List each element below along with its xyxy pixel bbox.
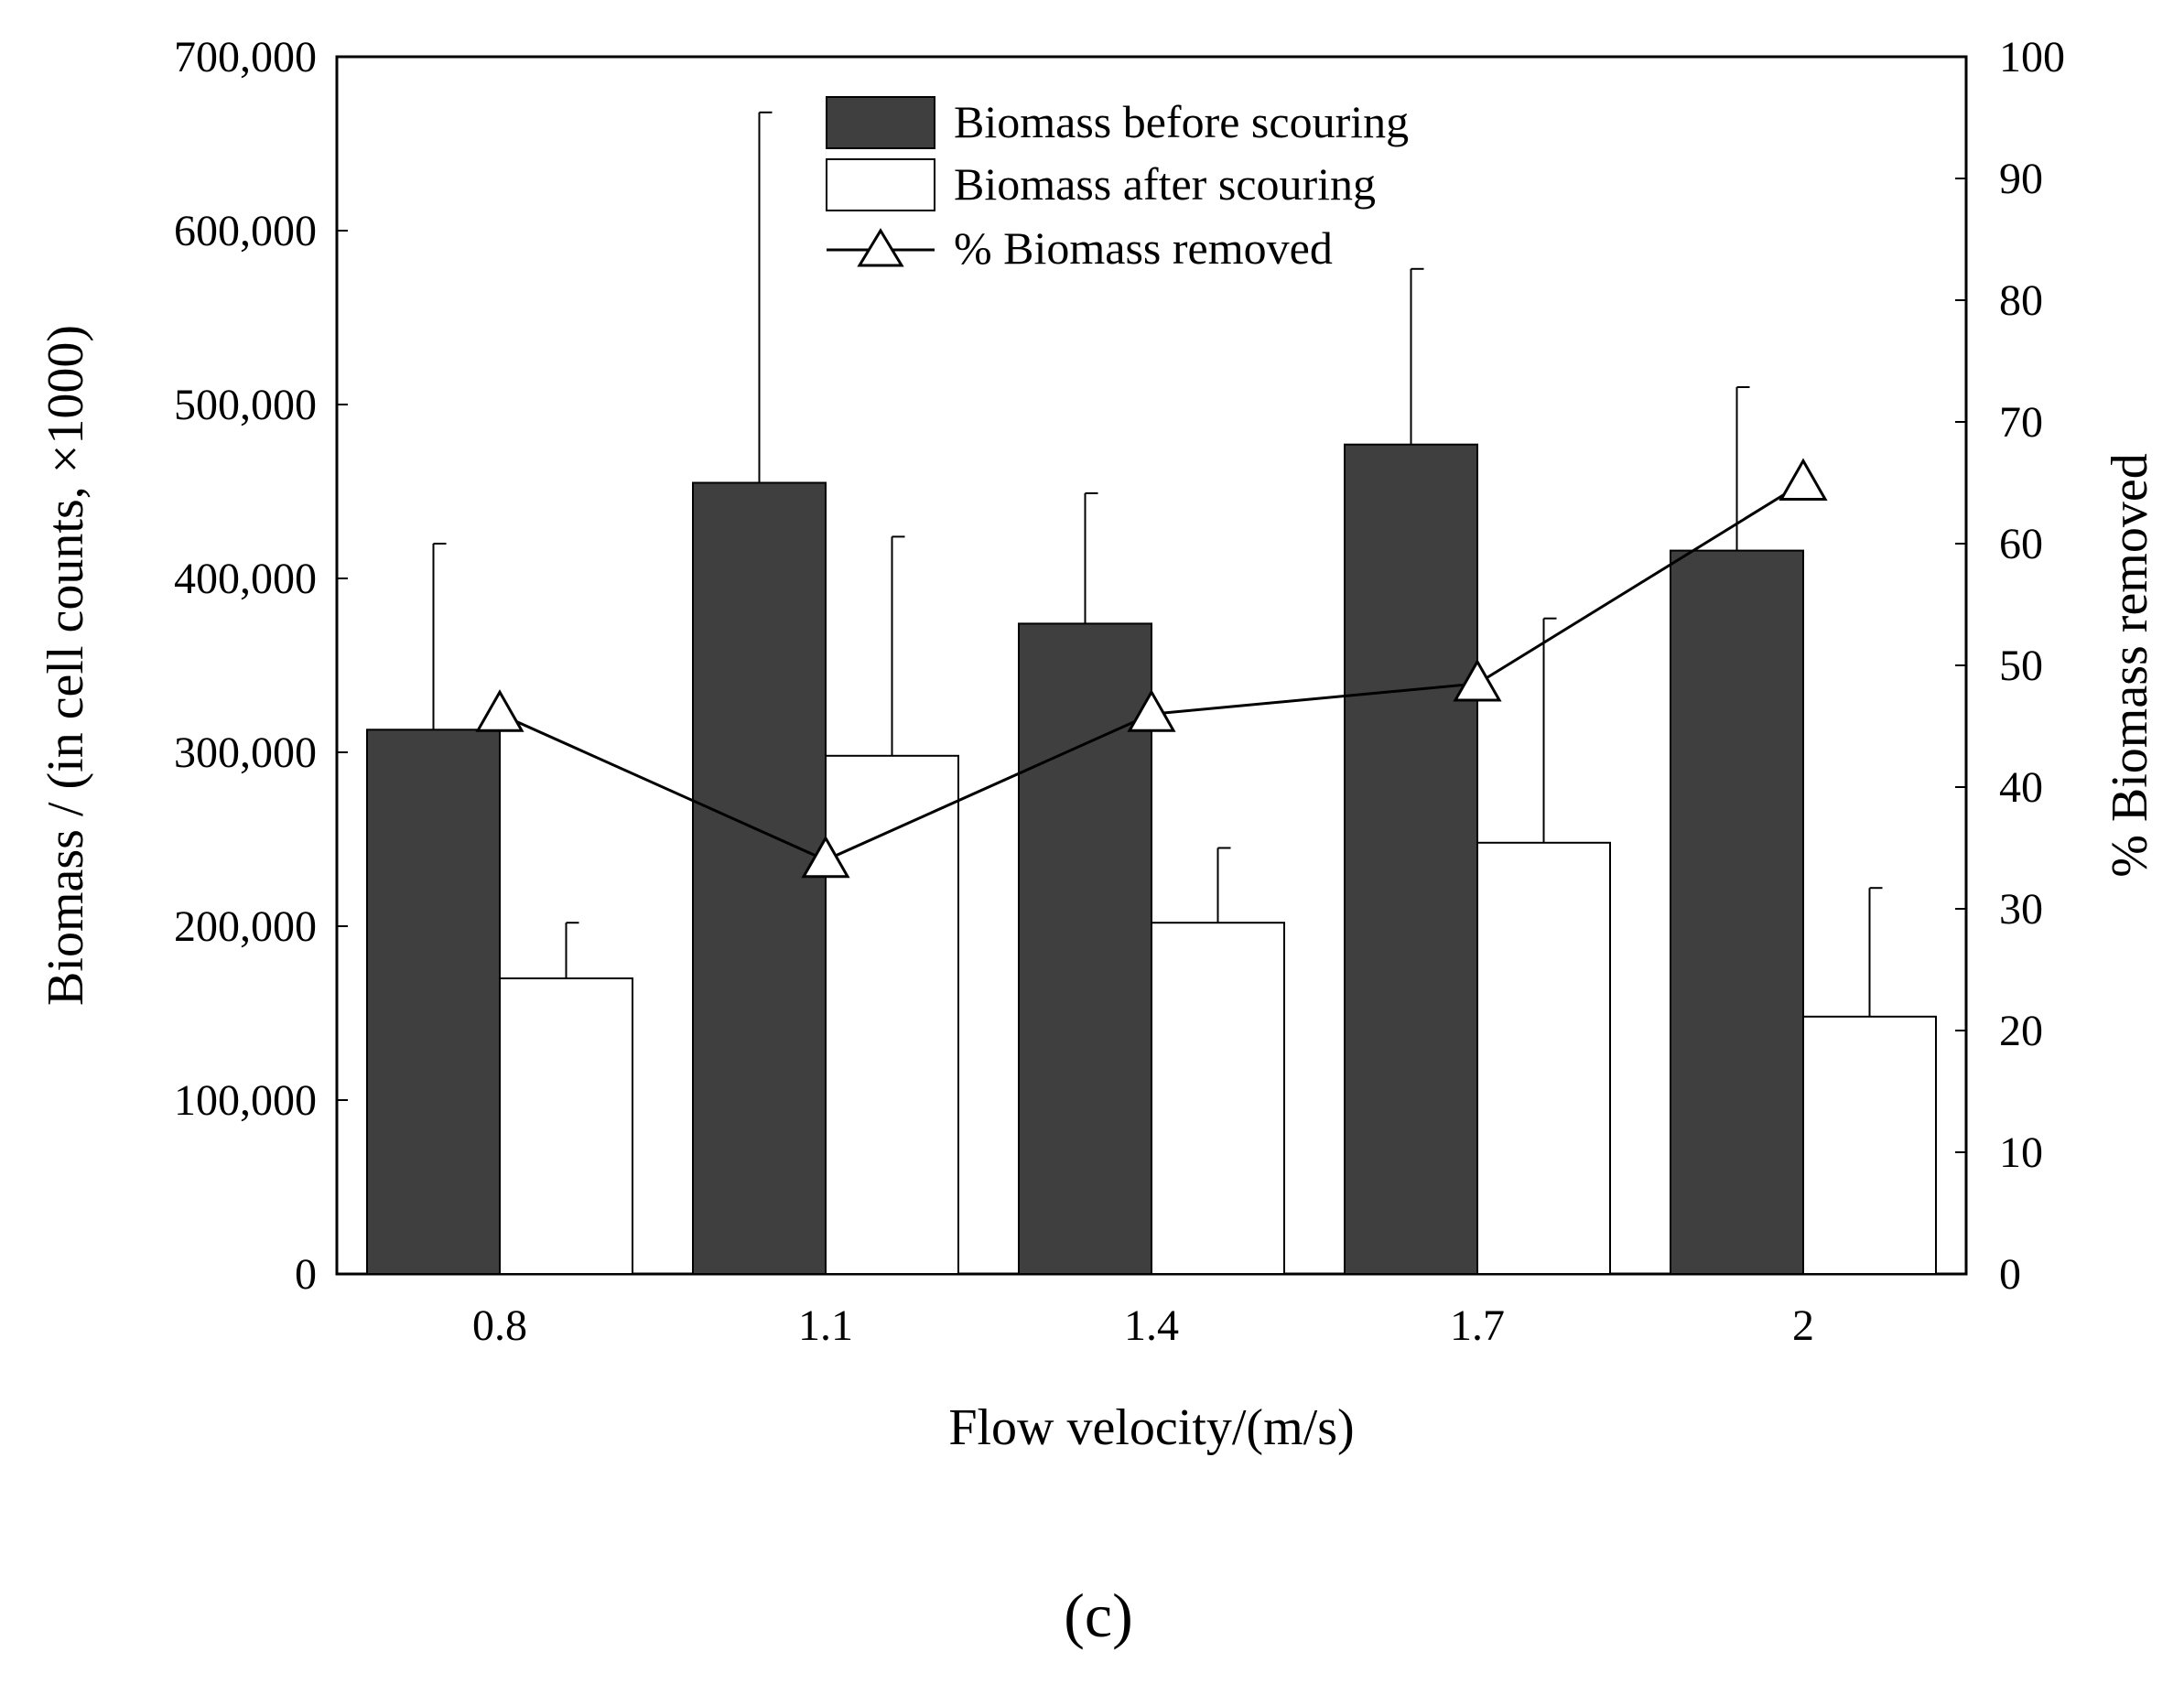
legend-label-after: Biomass after scouring xyxy=(954,158,1376,210)
x-tick-label: 1.7 xyxy=(1450,1301,1505,1350)
y2-tick-label: 50 xyxy=(1999,642,2043,690)
x-axis-title: Flow velocity/(m/s) xyxy=(948,1399,1354,1456)
line-point-percent-removed xyxy=(1127,689,1176,732)
bar-after-scouring xyxy=(1476,841,1611,1275)
bar-before-scouring xyxy=(1670,549,1804,1275)
y-tick-label: 300,000 xyxy=(174,729,317,777)
y-axis-title: Biomass / (in cell counts, ×1000) xyxy=(38,325,94,1006)
y2-tick-label: 0 xyxy=(1999,1250,2021,1299)
x-tick-label: 1.4 xyxy=(1124,1301,1179,1350)
y2-tick-label: 30 xyxy=(1999,885,2043,934)
y-tick-label: 0 xyxy=(295,1250,317,1299)
bar-before-scouring xyxy=(692,481,827,1275)
line-point-percent-removed xyxy=(475,689,524,732)
bar-after-scouring xyxy=(1151,922,1285,1275)
x-tick-label: 0.8 xyxy=(472,1301,527,1350)
y2-tick-label: 90 xyxy=(1999,155,2043,203)
y-tick-label: 500,000 xyxy=(174,381,317,429)
bar-after-scouring xyxy=(499,977,633,1275)
y2-axis-title: % Biomass removed xyxy=(2102,453,2158,877)
legend-marker-removed xyxy=(857,228,904,267)
legend-swatch-before xyxy=(826,96,935,149)
line-point-percent-removed xyxy=(1453,658,1502,702)
legend-label-removed: % Biomass removed xyxy=(954,222,1333,274)
y-tick-label: 200,000 xyxy=(174,902,317,951)
x-tick-label: 2 xyxy=(1792,1301,1814,1350)
y2-tick-label: 10 xyxy=(1999,1128,2043,1177)
y2-tick-label: 40 xyxy=(1999,763,2043,812)
y2-tick-label: 70 xyxy=(1999,398,2043,447)
y2-tick-label: 100 xyxy=(1999,33,2065,81)
bar-group xyxy=(366,443,1937,1276)
x-tick-label: 1.1 xyxy=(798,1301,853,1350)
bar-before-scouring xyxy=(366,729,501,1275)
y2-tick-label: 80 xyxy=(1999,276,2043,325)
line-series-group xyxy=(475,458,1828,879)
legend-swatch-after xyxy=(826,158,935,211)
bar-after-scouring xyxy=(1802,1015,1937,1276)
line-point-percent-removed xyxy=(1779,458,1828,501)
bar-after-scouring xyxy=(825,754,959,1275)
y2-tick-label: 20 xyxy=(1999,1007,2043,1055)
y-tick-label: 400,000 xyxy=(174,555,317,603)
legend: Biomass before scouring Biomass after sc… xyxy=(826,96,1409,274)
bar-before-scouring xyxy=(1018,622,1152,1275)
y-tick-label: 700,000 xyxy=(174,33,317,81)
legend-label-before: Biomass before scouring xyxy=(954,96,1409,147)
bar-before-scouring xyxy=(1344,443,1478,1275)
y2-tick-label: 60 xyxy=(1999,520,2043,568)
axes-group: 0.8 1.1 1.4 1.7 20100,000200,000300,000400,0… xyxy=(174,33,2065,1350)
line-point-percent-removed xyxy=(801,835,850,879)
y-tick-label: 600,000 xyxy=(174,207,317,255)
panel-label: (c) xyxy=(1064,1581,1132,1650)
y-tick-label: 100,000 xyxy=(174,1076,317,1125)
